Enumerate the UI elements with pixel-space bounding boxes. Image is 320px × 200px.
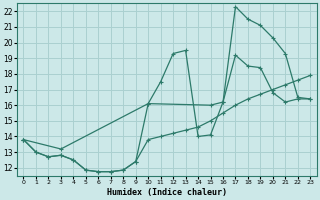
X-axis label: Humidex (Indice chaleur): Humidex (Indice chaleur) — [107, 188, 227, 197]
